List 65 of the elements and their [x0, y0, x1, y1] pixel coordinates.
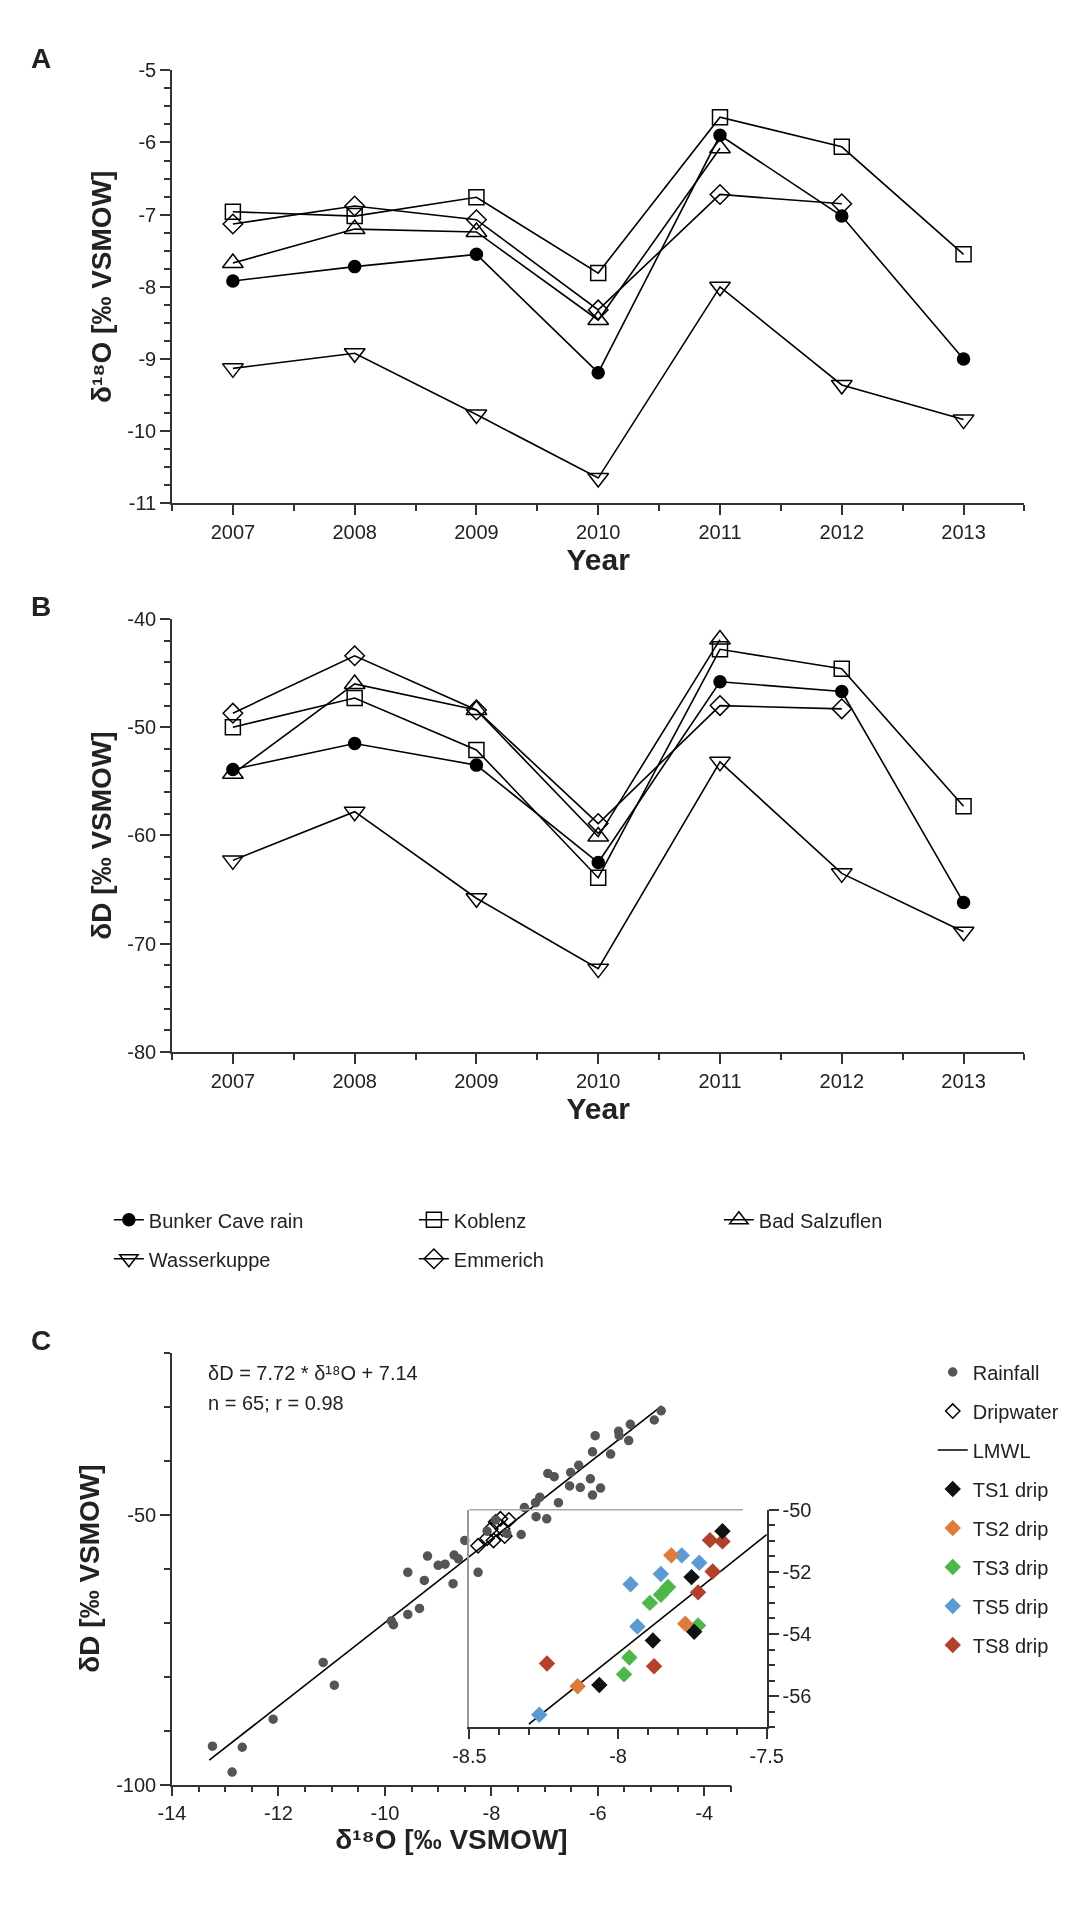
x-tick-label: -8 — [482, 1802, 501, 1825]
y-tick-label: -8 — [138, 275, 157, 298]
y-tick-label: -40 — [127, 607, 157, 630]
y2-tick-label: -52 — [782, 1560, 812, 1583]
x-tick-label: -12 — [264, 1802, 293, 1825]
x-tick-label: 2013 — [941, 1069, 986, 1092]
x-axis-title: δ¹⁸O [‰ VSMOW] — [335, 1824, 568, 1856]
x-tick-label: 2009 — [454, 1069, 499, 1092]
x-tick-label: -8 — [609, 1744, 627, 1767]
x-tick-label: 2008 — [332, 1069, 377, 1092]
chart-title: A — [31, 43, 52, 74]
legend-label: TS8 drip — [972, 1634, 1049, 1657]
x-tick-label: -10 — [370, 1802, 400, 1825]
x-tick-label: 2011 — [698, 521, 742, 544]
chart-title: B — [31, 591, 52, 622]
y-axis-title: δD [‰ VSMOW] — [74, 1464, 106, 1673]
x-tick-label: -14 — [157, 1802, 187, 1825]
y2-tick-label: -54 — [782, 1622, 812, 1645]
y-tick-label: -50 — [127, 1503, 157, 1526]
legend-label: TS3 drip — [972, 1556, 1049, 1579]
x-tick-label: 2010 — [575, 1069, 621, 1092]
y-tick-label: -50 — [127, 716, 157, 739]
x-tick-label: -6 — [588, 1802, 607, 1825]
x-tick-label: 2008 — [332, 521, 377, 544]
y-axis-title: δD [‰ VSMOW] — [85, 731, 117, 940]
y2-tick-label: -56 — [782, 1685, 812, 1708]
legend-label: Wasserkuppe — [148, 1248, 271, 1271]
y-tick-label: -11 — [128, 492, 157, 515]
legend-label: Emmerich — [453, 1248, 544, 1271]
legend-label: TS5 drip — [972, 1595, 1049, 1618]
x-tick-label: 2012 — [819, 521, 865, 544]
y-axis-title: δ¹⁸O [‰ VSMOW] — [85, 170, 117, 404]
x-axis-title: Year — [566, 543, 631, 577]
chart-title: C — [31, 1325, 52, 1356]
legend-label: TS2 drip — [972, 1517, 1049, 1540]
x-tick-label: 2013 — [941, 521, 986, 544]
y-tick-label: -100 — [116, 1773, 157, 1796]
legend-label: TS1 drip — [972, 1478, 1049, 1501]
y-tick-label: -6 — [138, 131, 157, 154]
y-tick-label: -7 — [138, 203, 157, 226]
x-tick-label: 2007 — [210, 1069, 256, 1092]
y-tick-label: -5 — [138, 59, 157, 82]
x-tick-label: -4 — [695, 1802, 714, 1825]
y-tick-label: -70 — [127, 932, 157, 955]
x-tick-label: 2009 — [454, 521, 499, 544]
y-tick-label: -9 — [138, 347, 157, 370]
y-tick-label: -60 — [127, 824, 157, 847]
y-tick-label: -10 — [127, 420, 157, 443]
x-tick-label: 2007 — [210, 521, 256, 544]
legend-label: Rainfall — [972, 1361, 1040, 1384]
legend-label: LMWL — [972, 1439, 1031, 1462]
annotation: δD = 7.72 * δ¹⁸O + 7.14 — [208, 1362, 418, 1384]
x-tick-label: 2010 — [575, 521, 621, 544]
x-tick-label: -8.5 — [452, 1744, 487, 1767]
legend-label: Bad Salzuflen — [758, 1209, 883, 1232]
y2-tick-label: -50 — [782, 1498, 812, 1521]
legend-label: Koblenz — [453, 1209, 527, 1232]
x-tick-label: -7.5 — [749, 1744, 784, 1767]
x-axis-title: Year — [566, 1091, 631, 1125]
annotation: n = 65; r = 0.98 — [208, 1392, 344, 1414]
legend-label: Dripwater — [972, 1400, 1059, 1423]
y-tick-label: -80 — [127, 1040, 157, 1063]
x-tick-label: 2011 — [698, 1069, 742, 1092]
x-tick-label: 2012 — [819, 1069, 865, 1092]
legend-label: Bunker Cave rain — [148, 1209, 304, 1232]
